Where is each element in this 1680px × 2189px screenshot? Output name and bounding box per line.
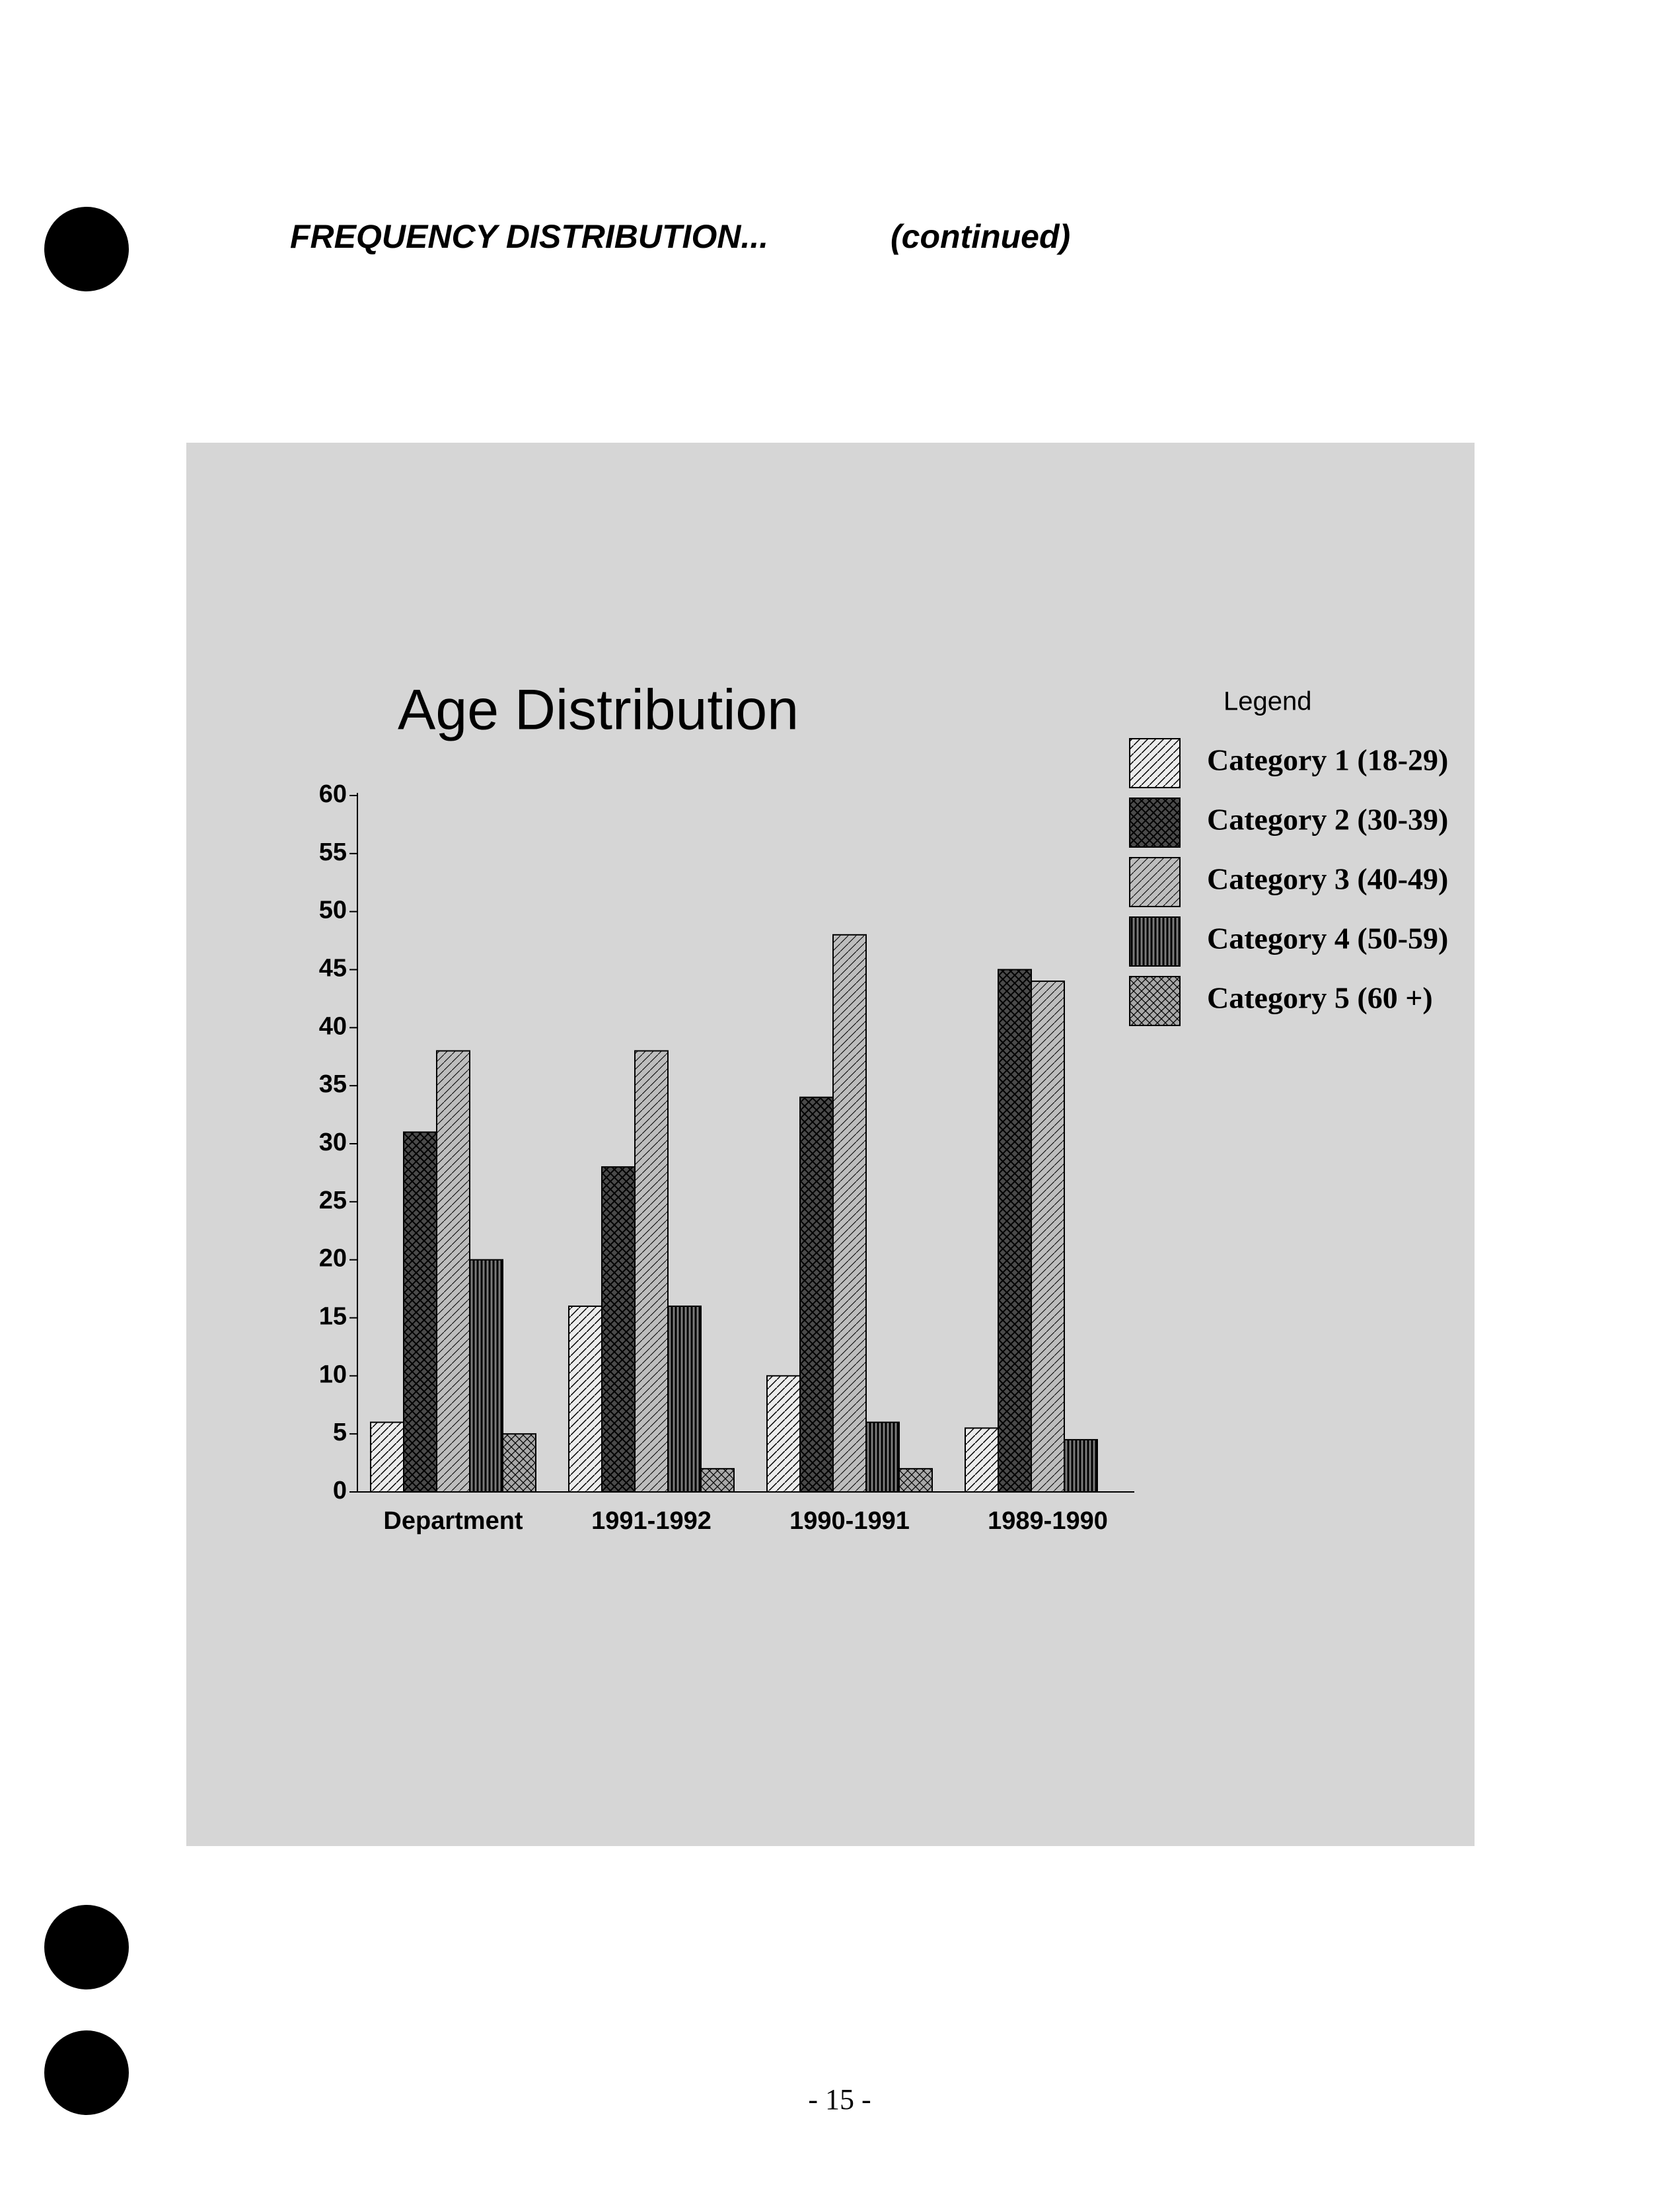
bar <box>998 969 1032 1493</box>
bar <box>568 1305 603 1493</box>
legend-label: Category 2 (30-39) <box>1207 803 1448 836</box>
legend-swatch <box>1129 798 1181 848</box>
bar <box>634 1050 669 1493</box>
y-tick-label: 5 <box>333 1419 347 1446</box>
y-tick-label: 45 <box>319 955 347 983</box>
bar <box>965 1427 999 1493</box>
x-tick-label: 1991-1992 <box>591 1507 712 1535</box>
x-tick-label: Department <box>383 1507 523 1535</box>
bar <box>370 1421 404 1493</box>
chart-title: Age Distribution <box>398 679 799 742</box>
bar <box>436 1050 470 1493</box>
binder-hole <box>44 2030 129 2115</box>
bar <box>403 1131 437 1493</box>
x-tick-label: 1989-1990 <box>988 1507 1108 1535</box>
bar <box>766 1375 801 1493</box>
bar <box>601 1166 636 1493</box>
legend-swatch <box>1129 738 1181 788</box>
y-tick-label: 0 <box>333 1477 347 1504</box>
bar <box>865 1421 900 1493</box>
y-tick-label: 50 <box>319 897 347 924</box>
legend-label: Category 5 (60 +) <box>1207 981 1433 1015</box>
y-tick-label: 25 <box>319 1187 347 1214</box>
legend-swatch <box>1129 857 1181 907</box>
y-tick-label: 40 <box>319 1012 347 1040</box>
y-tick-label: 60 <box>319 780 347 808</box>
bar <box>1031 981 1065 1493</box>
legend-swatch <box>1129 916 1181 967</box>
legend-label: Category 3 (40-49) <box>1207 862 1448 896</box>
y-tick-label: 30 <box>319 1129 347 1156</box>
bar <box>502 1433 536 1493</box>
header-note: (continued) <box>891 218 1070 255</box>
bar <box>667 1305 702 1493</box>
plot: 0 5 10 15 20 25 30 35 40 45 50 55 60 Department 1991-1… <box>319 738 1448 1535</box>
legend-title: Legend <box>1223 687 1311 716</box>
legend-label: Category 4 (50-59) <box>1207 922 1448 955</box>
bar <box>469 1259 503 1493</box>
bar <box>799 1096 834 1493</box>
bar <box>898 1467 933 1493</box>
legend-swatch <box>1129 976 1181 1026</box>
y-tick-label: 35 <box>319 1070 347 1098</box>
bar <box>832 934 867 1493</box>
y-tick-label: 20 <box>319 1245 347 1273</box>
x-tick-label: 1990-1991 <box>789 1507 910 1535</box>
legend-label: Category 1 (18-29) <box>1207 743 1448 777</box>
y-tick-label: 10 <box>319 1360 347 1388</box>
bar <box>1064 1438 1098 1493</box>
bar <box>700 1467 735 1493</box>
header-title: FREQUENCY DISTRIBUTION... <box>290 218 768 255</box>
page-number: - 15 - <box>808 2083 871 2116</box>
y-tick-label: 55 <box>319 838 347 866</box>
binder-hole <box>44 207 129 291</box>
binder-hole <box>44 1905 129 1989</box>
y-tick-label: 15 <box>319 1303 347 1331</box>
